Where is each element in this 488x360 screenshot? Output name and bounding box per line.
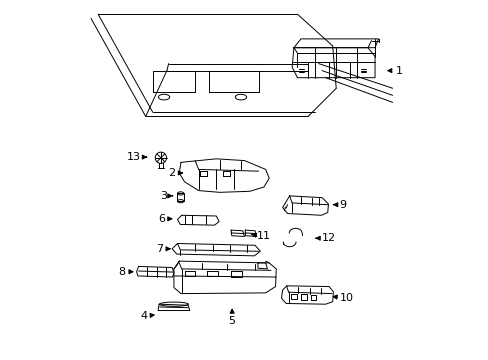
Text: 9: 9 (333, 200, 346, 210)
Text: 5: 5 (228, 309, 235, 326)
Text: 8: 8 (118, 267, 133, 277)
Text: 10: 10 (332, 293, 353, 303)
Text: 13: 13 (126, 152, 146, 162)
Text: 1: 1 (387, 66, 403, 76)
Text: 11: 11 (251, 231, 270, 242)
Text: 3: 3 (160, 191, 172, 201)
Text: 4: 4 (140, 311, 154, 321)
Text: 12: 12 (315, 233, 336, 243)
Text: 7: 7 (156, 244, 170, 254)
Text: 6: 6 (158, 214, 171, 224)
Text: 2: 2 (168, 168, 182, 178)
